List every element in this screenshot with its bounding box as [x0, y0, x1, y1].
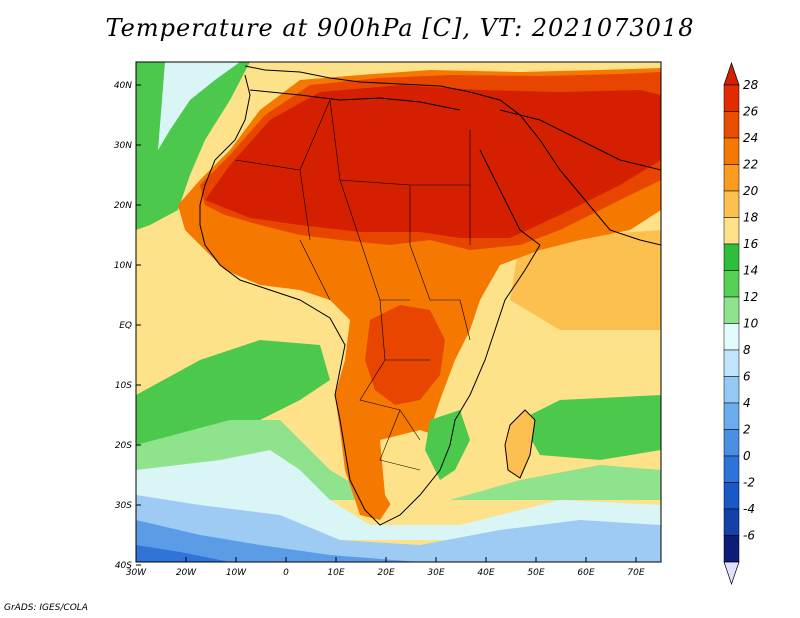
colorbar-segment	[723, 349, 740, 377]
coastline-group	[199, 65, 661, 526]
colorbar-label: -6	[743, 529, 755, 543]
indian-ocean-yellow	[510, 230, 661, 330]
colorbar-segment	[723, 455, 740, 483]
colorbar-label: 10	[743, 317, 759, 331]
colorbar-segment	[723, 535, 740, 563]
colorbar-segment	[723, 217, 740, 245]
colorbar-label: 8	[743, 343, 751, 357]
colorbar-label: 24	[743, 131, 758, 145]
lat-tick-label: 20S	[115, 441, 132, 451]
arabia-coast	[499, 109, 661, 171]
lat-tick-label: 10N	[114, 261, 132, 271]
colorbar-label: -2	[743, 476, 755, 490]
colorbar-label: 0	[743, 449, 751, 463]
colorbar-segment	[723, 508, 740, 536]
colorbar-segment	[723, 111, 740, 139]
red-sea	[479, 149, 541, 246]
chart-title: Temperature at 900hPa [C], VT: 202107301…	[105, 14, 695, 42]
mediterranean-coast	[249, 89, 461, 111]
south-light-blue	[136, 495, 661, 562]
border-lines	[234, 99, 471, 471]
lon-tick-label: 70E	[627, 568, 644, 578]
grads-credit: GrADS: IGES/COLA	[4, 603, 88, 613]
lat-tick-label: 40N	[114, 81, 132, 91]
lon-tick-label: 60E	[577, 568, 594, 578]
latitude-axis: 40N 30N 20N 10N EQ 10S 20S 30S 40S	[114, 81, 141, 571]
colorbar-label: 4	[743, 396, 751, 410]
colorbar-segment	[723, 137, 740, 165]
lat-tick-label: EQ	[119, 321, 132, 331]
south-dark-blue	[136, 545, 230, 562]
lat-tick-label: 10S	[115, 381, 132, 391]
colorbar-segment	[723, 323, 740, 351]
colorbar-label: 28	[743, 78, 759, 92]
colorbar-label: -4	[743, 502, 755, 516]
colorbar-segment	[723, 270, 740, 298]
madagascar-outline	[504, 409, 536, 479]
central-africa-hot	[365, 305, 445, 405]
lon-tick-label: 10E	[327, 568, 344, 578]
south-east-green	[425, 410, 470, 480]
country-borders	[234, 99, 471, 471]
colorbar-segment	[723, 84, 740, 112]
africa-coastline	[199, 65, 661, 526]
lat-tick-label: 40S	[115, 561, 132, 571]
colorbar-segment	[723, 190, 740, 218]
temperature-field	[136, 62, 661, 562]
lon-tick-label: 50E	[527, 568, 544, 578]
colorbar-label: 26	[743, 105, 759, 119]
lon-tick-label: 20E	[377, 568, 394, 578]
colorbar-label: 6	[743, 370, 751, 384]
lon-tick-label: 0	[283, 568, 289, 578]
colorbar-label: 22	[743, 158, 758, 172]
colorbar-label: 18	[743, 211, 759, 225]
lat-tick-label: 30S	[115, 501, 132, 511]
colorbar-segment	[723, 429, 740, 457]
lon-tick-label: 30E	[427, 568, 444, 578]
colorbar-segment	[723, 243, 740, 271]
lon-tick-label: 10W	[226, 568, 247, 578]
lat-tick-label: 30N	[114, 141, 132, 151]
colorbar-segment	[723, 482, 740, 510]
colorbar-bottom-arrow	[723, 561, 740, 586]
colorbar-label: 14	[743, 264, 758, 278]
lat-tick-label: 20N	[114, 201, 132, 211]
colorbar-segment	[723, 376, 740, 404]
colorbar-label: 2	[743, 423, 751, 437]
colorbar-segment	[723, 296, 740, 324]
longitude-axis: 30W 20W 10W 0 10E 20E 30E 40E 50E 60E 70E	[126, 557, 645, 578]
colorbar-top-arrow	[723, 61, 740, 86]
colorbar-label: 20	[743, 184, 759, 198]
lon-tick-label: 30W	[126, 568, 147, 578]
colorbar-label: 16	[743, 237, 759, 251]
colorbar-segment	[723, 402, 740, 430]
south-green-east	[520, 395, 661, 460]
lon-tick-label: 40E	[477, 568, 494, 578]
lon-tick-label: 20W	[176, 568, 197, 578]
colorbar-segment	[723, 164, 740, 192]
north-atlantic-pale	[158, 62, 240, 150]
map-frame	[135, 61, 662, 563]
south-blue	[136, 520, 420, 562]
madagascar	[505, 410, 535, 478]
colorbar-label: 12	[743, 290, 758, 304]
